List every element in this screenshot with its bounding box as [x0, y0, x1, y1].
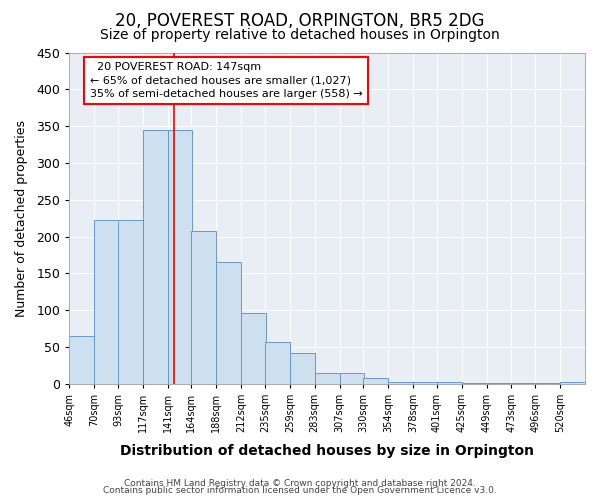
Bar [118, 220, 143, 384]
Bar [265, 342, 290, 384]
Bar [191, 231, 217, 384]
Bar [511, 383, 536, 384]
Bar [364, 378, 388, 384]
Text: Contains public sector information licensed under the Open Government Licence v3: Contains public sector information licen… [103, 486, 497, 495]
Bar [413, 382, 438, 384]
Bar [143, 130, 167, 384]
X-axis label: Distribution of detached houses by size in Orpington: Distribution of detached houses by size … [120, 444, 534, 458]
Bar [69, 336, 94, 384]
Text: Contains HM Land Registry data © Crown copyright and database right 2024.: Contains HM Land Registry data © Crown c… [124, 478, 476, 488]
Bar [290, 353, 314, 384]
Bar [314, 373, 340, 384]
Bar [437, 382, 462, 384]
Bar [462, 383, 487, 384]
Text: 20, POVEREST ROAD, ORPINGTON, BR5 2DG: 20, POVEREST ROAD, ORPINGTON, BR5 2DG [115, 12, 485, 30]
Bar [167, 130, 193, 384]
Bar [340, 373, 364, 384]
Bar [94, 220, 119, 384]
Bar [388, 382, 413, 384]
Bar [217, 262, 241, 384]
Text: Size of property relative to detached houses in Orpington: Size of property relative to detached ho… [100, 28, 500, 42]
Y-axis label: Number of detached properties: Number of detached properties [15, 120, 28, 316]
Text: 20 POVEREST ROAD: 147sqm  
← 65% of detached houses are smaller (1,027)
35% of s: 20 POVEREST ROAD: 147sqm ← 65% of detach… [90, 62, 362, 99]
Bar [560, 382, 585, 384]
Bar [535, 383, 560, 384]
Bar [241, 312, 266, 384]
Bar [487, 383, 511, 384]
